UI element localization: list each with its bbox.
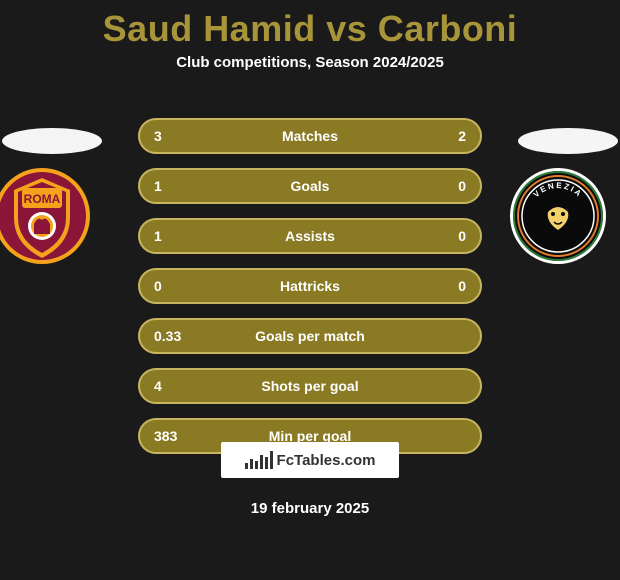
bars-icon [245, 451, 273, 469]
stat-right-value: 0 [426, 228, 466, 244]
stat-label: Matches [194, 128, 426, 144]
stat-label: Assists [194, 228, 426, 244]
player-b-name: Carboni [378, 8, 518, 49]
stat-left-value: 4 [154, 378, 194, 394]
subtitle: Club competitions, Season 2024/2025 [0, 54, 620, 71]
bar-icon [260, 455, 263, 469]
stat-label: Goals per match [194, 328, 426, 344]
stat-right-value: 0 [426, 278, 466, 294]
team-b-crest-icon: VENEZIA [508, 166, 608, 266]
vs-text: vs [326, 8, 367, 49]
bar-icon [265, 457, 268, 469]
crest-shadow [518, 128, 618, 154]
stat-row: 3Matches2 [138, 118, 482, 154]
stat-left-value: 383 [154, 428, 194, 444]
player-a-name: Saud Hamid [103, 8, 316, 49]
bar-icon [245, 463, 248, 469]
team-a-crest-icon: ROMA [0, 166, 92, 266]
stat-left-value: 0 [154, 278, 194, 294]
stat-row: 0.33Goals per match [138, 318, 482, 354]
team-b-crest-wrap: VENEZIA [508, 120, 620, 271]
bar-icon [270, 451, 273, 469]
date-text: 19 february 2025 [0, 500, 620, 517]
stat-left-value: 3 [154, 128, 194, 144]
team-a-crest-wrap: ROMA [0, 120, 112, 271]
stat-left-value: 1 [154, 228, 194, 244]
stat-left-value: 1 [154, 178, 194, 194]
stat-left-value: 0.33 [154, 328, 194, 344]
stat-right-value: 0 [426, 178, 466, 194]
stat-right-value: 2 [426, 128, 466, 144]
stat-label: Shots per goal [194, 378, 426, 394]
page-title: Saud Hamid vs Carboni [0, 0, 620, 50]
bar-icon [250, 459, 253, 469]
bar-icon [255, 461, 258, 469]
stat-row: 4Shots per goal [138, 368, 482, 404]
stat-row: 0Hattricks0 [138, 268, 482, 304]
stat-label: Hattricks [194, 278, 426, 294]
stat-row: 1Goals0 [138, 168, 482, 204]
stat-row: 1Assists0 [138, 218, 482, 254]
stat-label: Goals [194, 178, 426, 194]
svg-text:ROMA: ROMA [24, 192, 61, 206]
stats-list: 3Matches21Goals01Assists00Hattricks00.33… [138, 118, 482, 454]
logo-text: FcTables.com [277, 452, 376, 469]
fctables-logo: FcTables.com [221, 442, 399, 478]
crest-shadow [2, 128, 102, 154]
